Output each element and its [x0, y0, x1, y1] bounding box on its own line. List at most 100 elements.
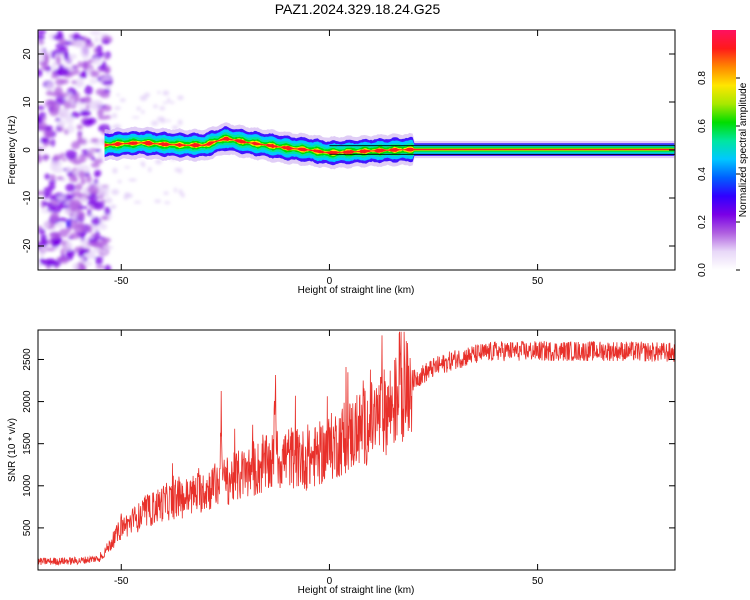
noise-blob [47, 140, 52, 146]
noise-blob [92, 101, 103, 107]
noise-blob [78, 153, 87, 163]
noise-blob [141, 109, 145, 114]
noise-blob [65, 249, 76, 257]
snr-y-axis-label: SNR (10 * v/v) [7, 418, 18, 482]
noise-blob [154, 199, 162, 203]
snr-x-axis: -50 0 50 [114, 330, 544, 587]
y-tick-label: 10 [22, 96, 33, 108]
noise-blob [60, 78, 69, 85]
colorbar-scale [712, 30, 736, 270]
noise-blob [65, 149, 77, 160]
noise-blob [76, 124, 84, 130]
chart-title: PAZ1.2024.329.18.24.G25 [274, 1, 441, 17]
noise-blob [87, 224, 93, 233]
noise-blob [98, 187, 103, 198]
noise-blob [57, 195, 66, 201]
noise-blob [101, 40, 111, 44]
noise-blob [156, 116, 165, 122]
noise-blob [89, 78, 98, 84]
noise-blob [128, 178, 136, 182]
noise-blob [63, 51, 69, 60]
y-tick-label: 20 [22, 48, 33, 60]
noise-blob [140, 161, 145, 166]
noise-blob [88, 235, 95, 240]
spectrogram-y-axis-label: Frequency (Hz) [7, 116, 18, 185]
noise-blob [87, 193, 98, 203]
spectrogram-x-axis-label: Height of straight line (km) [298, 285, 415, 296]
noise-blob [69, 67, 75, 72]
noise-blob [114, 106, 121, 110]
noise-blob [38, 61, 49, 65]
noise-blob [55, 94, 67, 105]
noise-blob [51, 260, 62, 267]
y-tick-label: 500 [22, 519, 33, 536]
noise-blob [105, 84, 112, 89]
noise-blob [102, 245, 114, 250]
noise-blob [69, 217, 74, 222]
noise-blob [86, 151, 94, 159]
noise-blob [96, 44, 103, 54]
noise-blob [79, 111, 90, 116]
noise-blob [38, 190, 46, 196]
noise-blob [125, 193, 133, 198]
noise-blob [89, 30, 102, 36]
noise-blob [111, 113, 118, 119]
noise-blob [86, 175, 92, 184]
ridge-layer [104, 134, 675, 158]
noise-blob [68, 53, 78, 59]
noise-blob [53, 49, 64, 55]
noise-blob [55, 222, 64, 228]
noise-blob [96, 236, 106, 240]
noise-blob [139, 95, 148, 102]
noise-blob [38, 30, 47, 35]
noise-blob [97, 152, 106, 160]
noise-blob [58, 92, 69, 98]
noise-blob [104, 264, 112, 270]
noise-blob [45, 247, 56, 252]
noise-blob [87, 185, 100, 194]
noise-blob [100, 215, 109, 221]
noise-blob [43, 221, 50, 229]
noise-blob [95, 148, 102, 153]
noise-blob [43, 192, 49, 200]
noise-blob [58, 64, 64, 72]
colorbar-tick-label: 0.2 [697, 215, 708, 229]
noise-blob [38, 225, 43, 230]
noise-blob [65, 116, 74, 124]
noise-blob [52, 238, 61, 248]
noise-region [38, 30, 185, 270]
y-tick-label: -10 [22, 190, 33, 205]
noise-blob [87, 208, 92, 217]
colorbar-tick-label: 0.0 [697, 263, 708, 277]
noise-blob [38, 115, 43, 125]
x-tick-label: 0 [327, 276, 333, 287]
noise-blob [84, 41, 95, 48]
noise-blob [90, 71, 95, 75]
noise-blob [38, 48, 44, 52]
noise-blob [43, 154, 48, 162]
noise-blob [59, 256, 69, 264]
noise-blob [46, 82, 55, 92]
noise-blob [99, 223, 108, 230]
noise-blob [167, 97, 171, 103]
noise-blob [79, 256, 85, 263]
noise-blob [38, 154, 43, 164]
noise-blob [157, 91, 161, 94]
noise-blob [111, 189, 120, 195]
noise-blob [93, 178, 99, 184]
noise-blob [155, 159, 163, 165]
colorbar-label: Normalized spectral amplitude [738, 82, 749, 217]
noise-blob [95, 259, 103, 265]
noise-blob [66, 124, 75, 134]
noise-blob [50, 211, 60, 222]
noise-blob [78, 250, 85, 259]
noise-blob [77, 205, 89, 210]
noise-blob [42, 259, 54, 266]
x-tick-label: 50 [532, 276, 544, 287]
snr-frame [37, 329, 676, 571]
x-tick-label: -50 [114, 276, 129, 287]
noise-blob [110, 204, 117, 208]
noise-blob [60, 248, 65, 256]
noise-blob [95, 195, 104, 200]
